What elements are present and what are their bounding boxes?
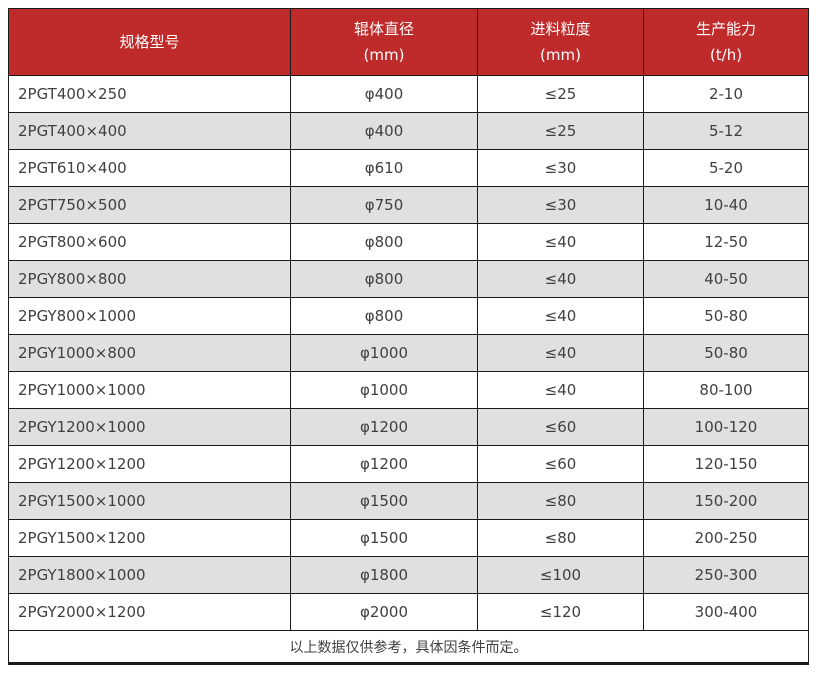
spec-table-header: 规格型号 辊体直径 (mm) 进料粒度 (mm) 生产能力 (t/h) [8, 8, 809, 76]
cell-model: 2PGY1200×1000 [8, 408, 291, 446]
table-row: 2PGY1500×1200 φ1500 ≤80 200-250 [8, 519, 809, 557]
cell-model: 2PGY1500×1000 [8, 482, 291, 520]
table-row: 2PGY800×800 φ800 ≤40 40-50 [8, 260, 809, 298]
header-label: 进料粒度 [530, 20, 591, 38]
table-row: 2PGY1000×1000 φ1000 ≤40 80-100 [8, 371, 809, 409]
cell-capacity: 2-10 [643, 75, 809, 113]
header-label: 辊体直径 [353, 20, 414, 38]
cell-feed-size: ≤80 [477, 519, 644, 557]
table-row: 2PGY1000×800 φ1000 ≤40 50-80 [8, 334, 809, 372]
cell-feed-size: ≤60 [477, 408, 644, 446]
table-row: 2PGY1200×1200 φ1200 ≤60 120-150 [8, 445, 809, 483]
cell-feed-size: ≤40 [477, 297, 644, 335]
cell-feed-size: ≤120 [477, 593, 644, 631]
spec-table-body: 2PGT400×250 φ400 ≤25 2-10 2PGT400×400 φ400 ≤25… [8, 75, 809, 631]
footer-note: 以上数据仅供参考，具体因条件而定。 [8, 630, 809, 664]
cell-model: 2PGY1000×1000 [8, 371, 291, 409]
cell-capacity: 50-80 [643, 297, 809, 335]
spec-table: 规格型号 辊体直径 (mm) 进料粒度 (mm) 生产能力 (t/h) 2PGT400… [8, 8, 809, 665]
cell-model: 2PGT400×250 [8, 75, 291, 113]
cell-feed-size: ≤100 [477, 556, 644, 594]
cell-capacity: 120-150 [643, 445, 809, 483]
cell-feed-size: ≤30 [477, 149, 644, 187]
cell-roller-diameter: φ1000 [290, 334, 478, 372]
table-row: 2PGY1200×1000 φ1200 ≤60 100-120 [8, 408, 809, 446]
cell-roller-diameter: φ2000 [290, 593, 478, 631]
header-cell-roller-diameter: 辊体直径 (mm) [290, 8, 478, 76]
cell-roller-diameter: φ400 [290, 75, 478, 113]
cell-roller-diameter: φ1500 [290, 519, 478, 557]
table-row: 2PGY800×1000 φ800 ≤40 50-80 [8, 297, 809, 335]
cell-roller-diameter: φ1500 [290, 482, 478, 520]
header-unit: (t/h) [709, 46, 743, 64]
header-cell-model: 规格型号 [8, 8, 291, 76]
cell-feed-size: ≤60 [477, 445, 644, 483]
cell-model: 2PGY800×800 [8, 260, 291, 298]
header-label: 生产能力 [695, 20, 756, 38]
cell-roller-diameter: φ1200 [290, 445, 478, 483]
cell-capacity: 40-50 [643, 260, 809, 298]
cell-roller-diameter: φ400 [290, 112, 478, 150]
cell-feed-size: ≤25 [477, 112, 644, 150]
cell-capacity: 12-50 [643, 223, 809, 261]
cell-feed-size: ≤25 [477, 75, 644, 113]
cell-feed-size: ≤30 [477, 186, 644, 224]
cell-roller-diameter: φ750 [290, 186, 478, 224]
cell-model: 2PGT400×400 [8, 112, 291, 150]
cell-roller-diameter: φ1800 [290, 556, 478, 594]
table-row: 2PGT750×500 φ750 ≤30 10-40 [8, 186, 809, 224]
cell-model: 2PGY1500×1200 [8, 519, 291, 557]
table-row: 2PGT610×400 φ610 ≤30 5-20 [8, 149, 809, 187]
cell-capacity: 100-120 [643, 408, 809, 446]
cell-model: 2PGY1000×800 [8, 334, 291, 372]
cell-capacity: 200-250 [643, 519, 809, 557]
cell-model: 2PGT750×500 [8, 186, 291, 224]
table-row: 2PGT800×600 φ800 ≤40 12-50 [8, 223, 809, 261]
cell-model: 2PGY1800×1000 [8, 556, 291, 594]
cell-roller-diameter: φ1200 [290, 408, 478, 446]
cell-feed-size: ≤80 [477, 482, 644, 520]
cell-roller-diameter: φ800 [290, 223, 478, 261]
table-row: 2PGY1500×1000 φ1500 ≤80 150-200 [8, 482, 809, 520]
cell-feed-size: ≤40 [477, 371, 644, 409]
cell-capacity: 80-100 [643, 371, 809, 409]
cell-roller-diameter: φ610 [290, 149, 478, 187]
footer-row: 以上数据仅供参考，具体因条件而定。 [8, 630, 809, 664]
cell-roller-diameter: φ1000 [290, 371, 478, 409]
header-unit: (mm) [363, 46, 405, 64]
cell-capacity: 50-80 [643, 334, 809, 372]
header-cell-feed-size: 进料粒度 (mm) [477, 8, 644, 76]
header-unit: (mm) [540, 46, 581, 64]
cell-roller-diameter: φ800 [290, 297, 478, 335]
cell-model: 2PGT800×600 [8, 223, 291, 261]
cell-feed-size: ≤40 [477, 334, 644, 372]
table-row: 2PGT400×250 φ400 ≤25 2-10 [8, 75, 809, 113]
cell-feed-size: ≤40 [477, 260, 644, 298]
cell-capacity: 5-20 [643, 149, 809, 187]
cell-capacity: 10-40 [643, 186, 809, 224]
header-cell-capacity: 生产能力 (t/h) [643, 8, 809, 76]
cell-model: 2PGY2000×1200 [8, 593, 291, 631]
cell-model: 2PGT610×400 [8, 149, 291, 187]
table-row: 2PGT400×400 φ400 ≤25 5-12 [8, 112, 809, 150]
table-row: 2PGY1800×1000 φ1800 ≤100 250-300 [8, 556, 809, 594]
spec-table-footer: 以上数据仅供参考，具体因条件而定。 [8, 630, 809, 664]
cell-capacity: 5-12 [643, 112, 809, 150]
cell-model: 2PGY1200×1200 [8, 445, 291, 483]
cell-capacity: 150-200 [643, 482, 809, 520]
header-label: 规格型号 [119, 33, 180, 51]
table-row: 2PGY2000×1200 φ2000 ≤120 300-400 [8, 593, 809, 631]
cell-model: 2PGY800×1000 [8, 297, 291, 335]
cell-capacity: 250-300 [643, 556, 809, 594]
cell-roller-diameter: φ800 [290, 260, 478, 298]
cell-feed-size: ≤40 [477, 223, 644, 261]
header-row: 规格型号 辊体直径 (mm) 进料粒度 (mm) 生产能力 (t/h) [8, 8, 809, 76]
cell-capacity: 300-400 [643, 593, 809, 631]
